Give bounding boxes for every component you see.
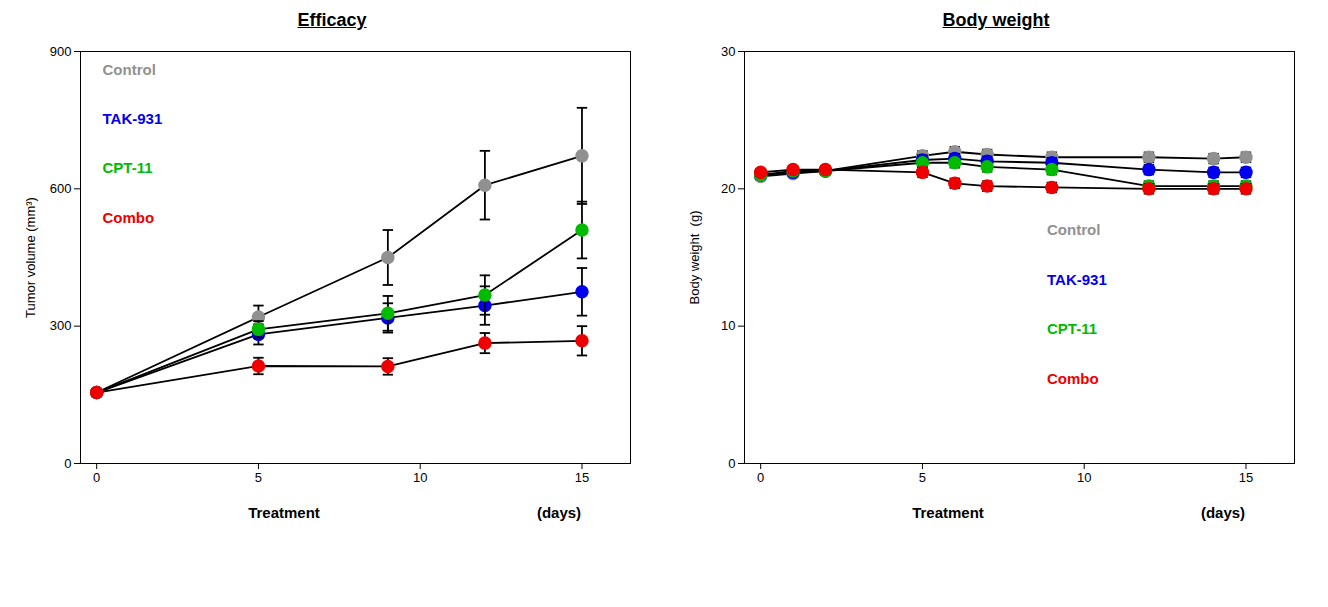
html-text:Body weight: Body weight xyxy=(942,10,1050,30)
svg-text:Control: Control xyxy=(1047,221,1100,238)
svg-text:10: 10 xyxy=(721,318,735,333)
svg-text:10: 10 xyxy=(1077,470,1091,485)
svg-text:CPT-11: CPT-11 xyxy=(1047,320,1097,337)
svg-text:15: 15 xyxy=(575,470,589,485)
svg-text:0: 0 xyxy=(93,470,100,485)
svg-text:10: 10 xyxy=(413,470,427,485)
svg-text:30: 30 xyxy=(721,44,735,59)
svg-text:Tumor volume (mm³): Tumor volume (mm³) xyxy=(23,197,38,318)
svg-text:Control: Control xyxy=(103,61,156,78)
svg-text:0: 0 xyxy=(757,470,764,485)
svg-text:(days): (days) xyxy=(537,504,581,521)
svg-text:5: 5 xyxy=(919,470,926,485)
svg-text:Body weight (g): Body weight (g) xyxy=(687,211,702,305)
svg-text:15: 15 xyxy=(1239,470,1253,485)
svg-text:5: 5 xyxy=(255,470,262,485)
svg-text:900: 900 xyxy=(50,44,72,59)
svg-text:600: 600 xyxy=(50,181,72,196)
svg-text:TAK-931: TAK-931 xyxy=(1047,271,1107,288)
svg-text:(days): (days) xyxy=(1201,504,1245,521)
svg-text:Combo: Combo xyxy=(1047,370,1099,387)
html-text:Efficacy: Efficacy xyxy=(297,10,367,30)
svg-text:Combo: Combo xyxy=(103,209,155,226)
svg-text:TAK-931: TAK-931 xyxy=(103,110,163,127)
svg-text:20: 20 xyxy=(721,181,735,196)
svg-text:300: 300 xyxy=(50,318,72,333)
svg-text:CPT-11: CPT-11 xyxy=(103,159,153,176)
svg-text:Treatment: Treatment xyxy=(248,504,320,521)
svg-text:0: 0 xyxy=(64,456,71,471)
svg-text:0: 0 xyxy=(728,456,735,471)
svg-text:Treatment: Treatment xyxy=(912,504,984,521)
